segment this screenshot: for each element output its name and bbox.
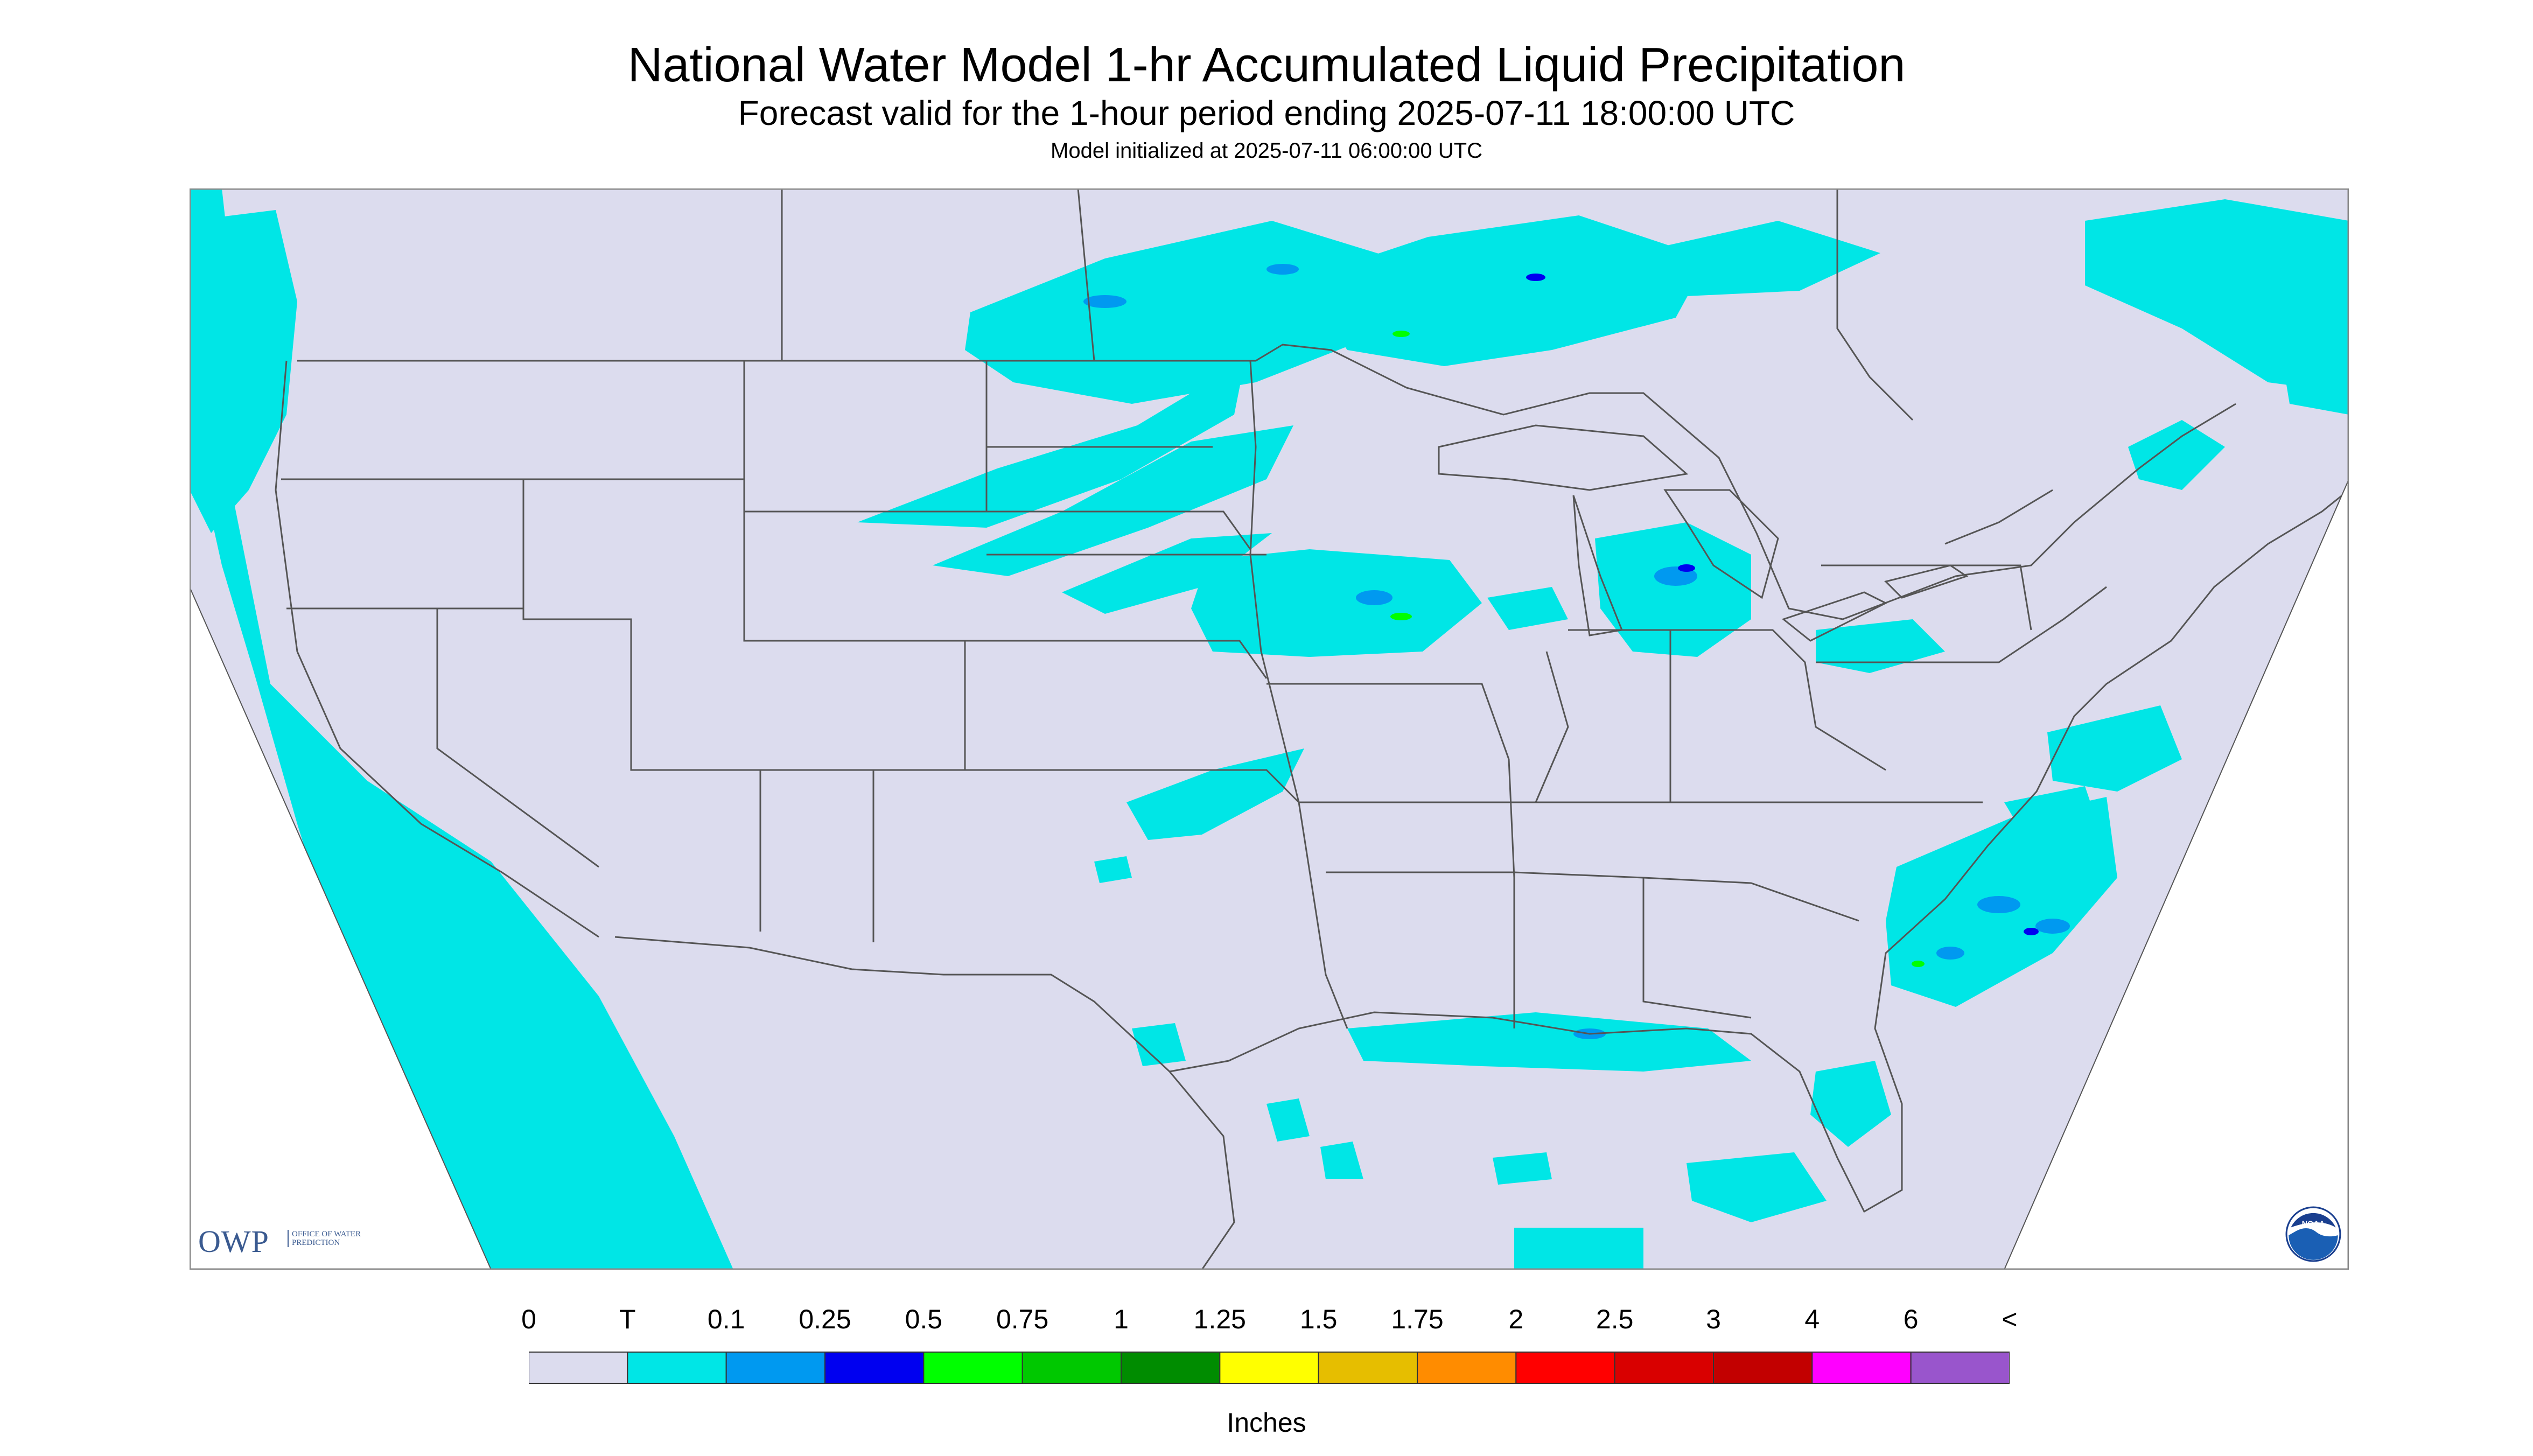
precip-wisconsin <box>1487 587 1568 630</box>
legend-swatch <box>923 1352 1023 1384</box>
legend-label: 1.25 <box>1193 1304 1246 1334</box>
precip-gulf-4 <box>1493 1152 1552 1185</box>
legend-label: 4 <box>1804 1304 1820 1334</box>
precip-light-areas <box>1083 264 2070 1039</box>
legend-label: 2.5 <box>1596 1304 1634 1334</box>
precip-gulf-coast <box>1347 1012 1751 1072</box>
legend-swatch <box>1021 1352 1122 1384</box>
legend-label: 2 <box>1508 1304 1524 1334</box>
legend-labels: 0 T 0.1 0.25 0.5 0.75 1 1.25 1.5 1.75 2 2.5 3 4 6 < <box>0 1303 2533 1341</box>
precip-trace-areas <box>190 188 2349 1270</box>
legend-swatch <box>824 1352 925 1384</box>
precip-gulf-1 <box>1266 1098 1310 1142</box>
forecast-valid-subtitle: Forecast valid for the 1-hour period end… <box>738 94 1795 132</box>
legend-label: 0.75 <box>996 1304 1049 1334</box>
legend-label: 3 <box>1706 1304 1721 1334</box>
legend-label: 6 <box>1903 1304 1919 1334</box>
legend-label: < <box>2002 1304 2018 1334</box>
noaa-logo-text: NOAA <box>2302 1220 2325 1228</box>
legend-swatch <box>1219 1352 1319 1384</box>
precip-pacific-nw <box>190 210 297 533</box>
legend-label: 0.25 <box>799 1304 851 1334</box>
precip-nova-scotia <box>2279 328 2349 415</box>
precip-gulf-south <box>1514 1228 1643 1270</box>
map-frame <box>190 188 2349 1270</box>
chart-title: National Water Model 1-hr Accumulated Li… <box>627 38 1906 92</box>
precip-ontario-east <box>1633 221 1880 296</box>
legend-swatch <box>1417 1352 1517 1384</box>
legend-swatch <box>1515 1352 1615 1384</box>
legend-label: 0.1 <box>707 1304 745 1334</box>
precip-moderate-areas <box>1526 274 2039 935</box>
legend-label: 0 <box>521 1304 536 1334</box>
legend-label: 1.5 <box>1299 1304 1338 1334</box>
legend-swatch <box>1614 1352 1715 1384</box>
precipitation-map <box>190 188 2349 1270</box>
precip-atlantic-mid <box>2004 786 2096 829</box>
precip-sd-band <box>933 425 1293 576</box>
legend-swatch <box>1713 1352 1813 1384</box>
legend-label: 1.75 <box>1391 1304 1444 1334</box>
precip-gulf-3 <box>1687 1152 1827 1222</box>
legend-label: 1 <box>1114 1304 1129 1334</box>
legend-label: 0.5 <box>905 1304 943 1334</box>
domain-edge-right <box>2004 479 2349 1270</box>
owp-logo-text: OWP <box>198 1224 269 1259</box>
precip-gulf-tx <box>1132 1023 1186 1066</box>
precip-heavy-areas <box>1390 331 1925 967</box>
legend-swatch <box>627 1352 727 1384</box>
legend-swatch <box>1318 1352 1418 1384</box>
legend-color-bar <box>529 1352 2010 1384</box>
precip-pacific-mexico <box>190 188 733 1270</box>
legend-swatch <box>1811 1352 1912 1384</box>
precip-nd-manitoba <box>965 221 1412 404</box>
legend-swatch <box>1910 1352 2010 1384</box>
legend-label: T <box>619 1304 636 1334</box>
owp-logo-subtext: OFFICE OF WATER PREDICTION <box>288 1230 383 1247</box>
legend-swatch <box>1121 1352 1221 1384</box>
precip-ok-small <box>1094 856 1132 883</box>
precip-florida <box>1810 1061 1891 1147</box>
political-boundaries <box>275 188 2349 1270</box>
precip-gulf-2 <box>1320 1142 1363 1179</box>
model-init-subtitle: Model initialized at 2025-07-11 06:00:00… <box>1051 139 1482 163</box>
precip-nw-ontario <box>1299 215 1708 366</box>
precip-pennsylvania <box>1816 619 1945 673</box>
domain-edge-left <box>190 586 492 1270</box>
owp-logo: OWP OFFICE OF WATER PREDICTION <box>198 1223 376 1264</box>
precip-oklahoma <box>1126 748 1304 840</box>
precip-montana-band <box>857 361 1245 528</box>
precip-atlantic-north <box>2047 705 2182 792</box>
legend-swatch <box>725 1352 826 1384</box>
legend-units-label: Inches <box>1227 1408 1306 1438</box>
precip-michigan <box>1595 522 1751 657</box>
legend-swatch <box>529 1352 628 1384</box>
noaa-logo: NOAA <box>2285 1206 2341 1262</box>
precip-iowa <box>1191 549 1482 657</box>
precip-maine <box>2128 420 2225 490</box>
precip-sd-band2 <box>1062 533 1272 614</box>
